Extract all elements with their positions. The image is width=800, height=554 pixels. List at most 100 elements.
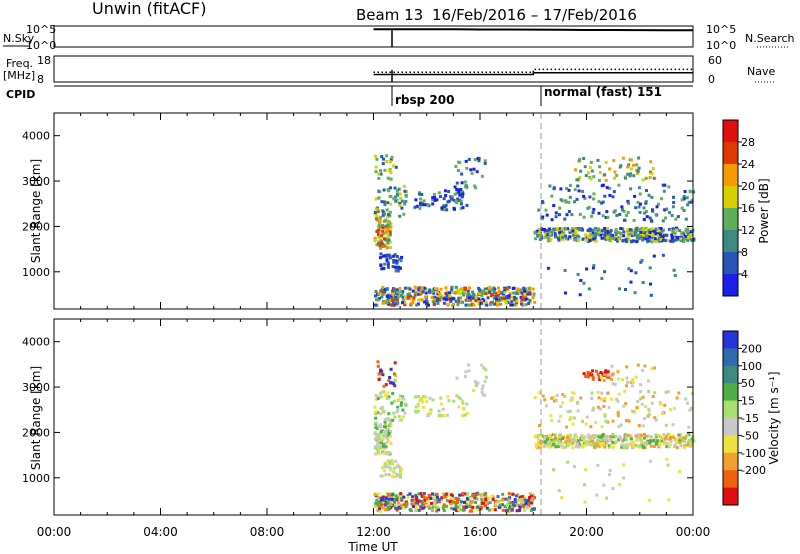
scatter-cell — [376, 411, 380, 415]
scatter-cell — [511, 503, 515, 507]
scatter-cell — [545, 213, 549, 217]
scatter-cell — [610, 373, 614, 377]
scatter-cell — [393, 298, 397, 302]
scatter-cell — [586, 370, 590, 374]
scatter-cell — [412, 296, 416, 300]
scatter-cell — [463, 180, 467, 184]
scatter-cell — [390, 460, 394, 464]
scatter-cell — [557, 419, 561, 423]
scatter-cell — [537, 227, 541, 231]
scatter-cell — [381, 254, 385, 258]
scatter-cell — [619, 423, 623, 427]
scatter-cell — [382, 390, 386, 394]
scatter-cell — [613, 170, 617, 174]
scatter-cell — [505, 508, 509, 512]
scatter-cell — [629, 437, 633, 441]
scatter-cell — [455, 497, 459, 501]
scatter-cell — [639, 438, 643, 442]
scatter-cell — [422, 395, 425, 398]
scatter-cell — [632, 163, 636, 167]
scatter-cell — [576, 272, 580, 276]
scatter-cell — [392, 382, 396, 386]
scatter-cell — [584, 468, 588, 472]
scatter-cell — [484, 368, 488, 372]
scatter-cell — [582, 215, 586, 219]
scatter-cell — [595, 442, 599, 446]
scatter-cell — [665, 239, 669, 242]
scatter-cell — [403, 301, 407, 305]
scatter-cell — [590, 169, 594, 173]
scatter-cell — [561, 437, 565, 440]
scatter-cell — [594, 239, 598, 243]
scatter-cell — [379, 246, 382, 250]
colorbar-tick-label: -100 — [741, 447, 766, 460]
scatter-cell — [378, 216, 382, 220]
scatter-cell — [388, 466, 392, 470]
scatter-cell — [676, 215, 680, 219]
scatter-cell — [542, 236, 545, 240]
scatter-cell — [588, 239, 592, 243]
scatter-cell — [587, 287, 591, 291]
scatter-cell — [377, 372, 381, 376]
scatter-cell — [377, 172, 381, 176]
scatter-cell — [443, 189, 447, 193]
scatter-cell — [374, 412, 377, 416]
scatter-cell — [474, 384, 478, 388]
scatter-cell — [617, 438, 621, 442]
scatter-cell — [580, 444, 584, 448]
colorbar-tick-label: 4 — [741, 268, 748, 281]
scatter-cell — [459, 292, 463, 296]
scatter-cell — [617, 424, 621, 428]
scatter-cell — [541, 440, 545, 444]
scatter-cell — [422, 286, 426, 290]
scatter-cell — [625, 376, 629, 380]
scatter-cell — [518, 508, 522, 512]
nsky-tick-bottom: 10^0 — [26, 39, 56, 52]
scatter-cell — [555, 394, 559, 397]
scatter-cell — [431, 196, 435, 200]
scatter-cell — [379, 412, 383, 416]
scatter-cell — [560, 229, 563, 233]
scatter-cell — [572, 465, 576, 469]
y-tick-label: 4000 — [22, 336, 50, 349]
scatter-cell — [565, 213, 569, 217]
scatter-cell — [374, 416, 378, 420]
scatter-cell — [602, 399, 606, 403]
scatter-cell — [571, 397, 575, 401]
scatter-cell — [389, 496, 393, 500]
scatter-cell — [544, 440, 548, 444]
scatter-cell — [646, 439, 650, 443]
colorbar-tick-label: 15 — [741, 395, 755, 408]
scatter-cell — [544, 404, 548, 408]
scatter-cell — [382, 384, 386, 388]
scatter-cell — [528, 299, 532, 302]
scatter-cell — [652, 445, 656, 448]
scatter-cell — [382, 434, 386, 437]
scatter-cell — [588, 195, 592, 199]
scatter-cell — [498, 297, 502, 301]
scatter-cell — [441, 407, 445, 411]
scatter-cell — [439, 295, 443, 299]
scatter-cell — [461, 414, 465, 417]
scatter-cell — [430, 501, 433, 505]
scatter-cell — [474, 186, 478, 190]
scatter-cell — [656, 234, 660, 238]
scatter-cell — [388, 299, 392, 303]
scatter-cell — [385, 246, 389, 250]
scatter-cell — [527, 302, 531, 305]
scatter-cell — [658, 443, 662, 447]
scatter-cell — [649, 282, 652, 286]
scatter-cell — [449, 195, 453, 199]
scatter-cell — [482, 366, 486, 370]
scatter-cell — [624, 402, 628, 406]
scatter-cell — [386, 433, 390, 437]
scatter-cell — [477, 297, 481, 301]
scatter-cell — [606, 420, 610, 424]
scatter-cell — [687, 425, 691, 429]
scatter-cell — [386, 253, 390, 257]
scatter-cell — [654, 227, 658, 231]
scatter-cell — [419, 492, 423, 496]
scatter-cell — [392, 399, 396, 403]
scatter-cell — [386, 221, 390, 224]
scatter-cell — [393, 195, 397, 199]
